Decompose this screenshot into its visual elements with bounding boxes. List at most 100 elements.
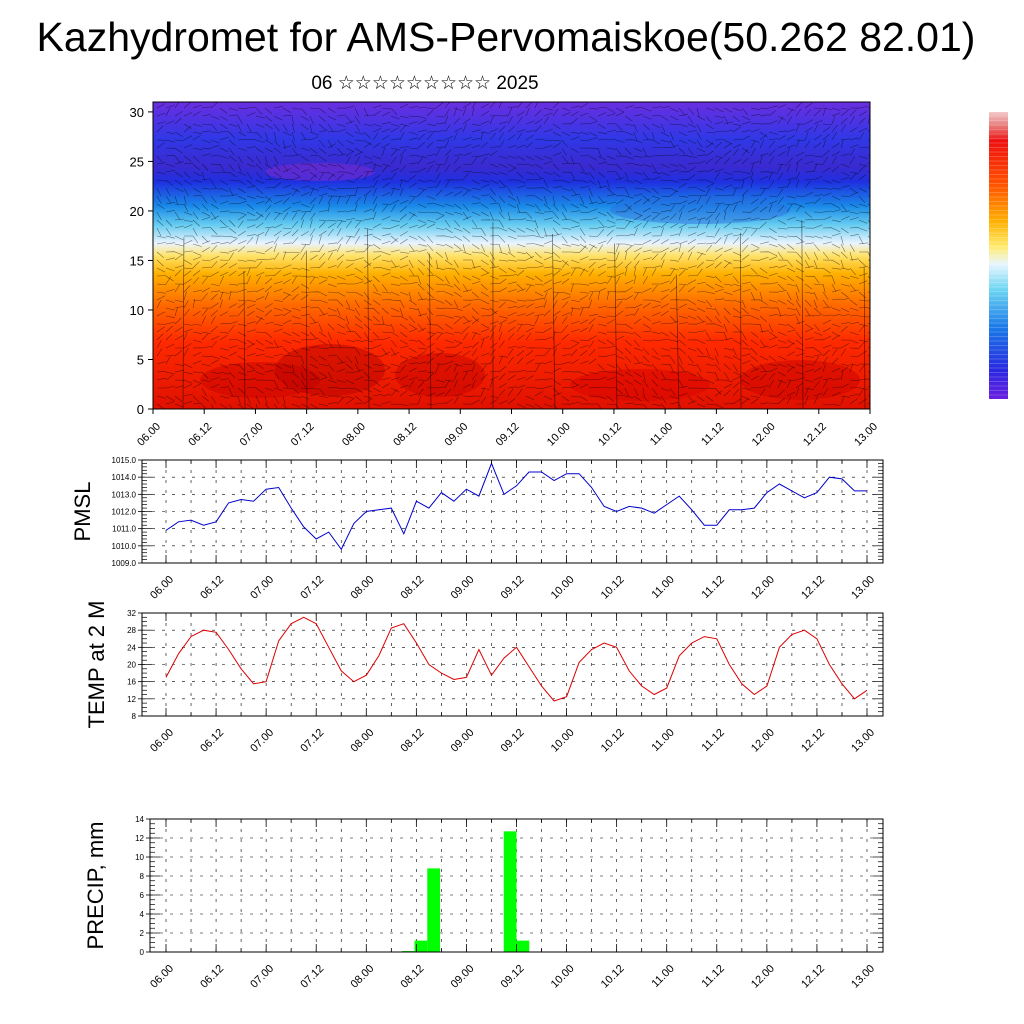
x-tick-label: 07.00 <box>238 421 266 449</box>
heatmap-blob <box>395 353 485 397</box>
x-tick-label: 11.00 <box>649 727 676 754</box>
x-tick-label: 13.00 <box>852 421 880 449</box>
x-tick-label: 06.00 <box>148 727 176 755</box>
wind-barb-row <box>156 195 870 213</box>
y-tick-label: 5 <box>137 352 144 367</box>
wind-barb-row <box>156 203 870 221</box>
x-tick-label: 06.00 <box>135 421 163 449</box>
chart-title: Kazhydromet for AMS-Pervomaiskoe(50.262 … <box>36 14 976 60</box>
y-tick-label: 1013.0 <box>112 490 137 499</box>
y-axis-title: PMSL <box>70 482 95 542</box>
y-tick-label: 0 <box>137 402 144 417</box>
precip-bar <box>503 831 517 952</box>
wind-barb-staff <box>243 270 246 409</box>
wind-barb-staff <box>675 274 680 409</box>
wind-barb-row <box>156 387 870 405</box>
heatmap-blob <box>740 360 860 400</box>
wind-barb-staff <box>552 233 556 409</box>
y-tick-label: 32 <box>127 609 136 618</box>
chart-subtitle: 06 ☆☆☆☆☆☆☆☆☆ 2025 <box>311 73 539 94</box>
y-tick-label: 4 <box>140 910 145 919</box>
x-tick-label: 11.12 <box>700 963 727 990</box>
x-tick-label: 06.12 <box>186 421 214 449</box>
x-tick-label: 07.12 <box>298 727 326 755</box>
x-tick-label: 10.00 <box>549 963 577 991</box>
y-tick-label: 1009.0 <box>112 559 137 568</box>
wind-barb-row <box>156 363 870 381</box>
y-tick-label: 24 <box>127 643 136 652</box>
y-tick-label: 30 <box>130 105 144 120</box>
x-tick-label: 09.12 <box>499 574 527 602</box>
wind-barb-row <box>156 323 870 341</box>
x-tick-label: 09.12 <box>499 727 527 755</box>
wind-barb-staff <box>182 237 185 409</box>
x-tick-label: 12.00 <box>750 421 778 449</box>
x-tick-label: 12.12 <box>799 574 827 602</box>
y-tick-label: 12 <box>127 695 136 704</box>
x-tick-label: 09.00 <box>449 727 477 755</box>
x-tick-label: 07.12 <box>289 421 317 449</box>
x-tick-label: 06.12 <box>198 574 226 602</box>
wind-barb-row <box>156 291 870 309</box>
y-tick-label: 1014.0 <box>112 473 137 482</box>
wind-barb-row <box>156 299 870 317</box>
y-tick-label: 20 <box>127 661 136 670</box>
wind-barb-row <box>156 155 870 173</box>
wind-barb-row <box>157 379 870 397</box>
x-tick-label: 12.12 <box>799 963 827 991</box>
x-tick-label: 08.00 <box>348 963 376 991</box>
heatmap-blob <box>610 196 790 224</box>
x-tick-label: 07.00 <box>248 963 276 991</box>
x-tick-label: 08.12 <box>399 963 427 991</box>
x-tick-label: 06.12 <box>198 727 226 755</box>
wind-barb-row <box>156 179 870 197</box>
x-tick-label: 12.12 <box>801 421 829 449</box>
wind-barb-row <box>156 163 870 181</box>
y-tick-label: 10 <box>135 853 144 862</box>
x-tick-label: 11.00 <box>649 574 676 601</box>
wind-barb-row <box>156 259 870 276</box>
y-tick-label: 6 <box>140 891 145 900</box>
wind-barb-row <box>156 275 870 293</box>
wind-barb-row <box>156 115 870 133</box>
x-tick-label: 09.12 <box>494 421 522 449</box>
x-tick-label: 08.12 <box>399 574 427 602</box>
wind-barb-row <box>156 307 870 325</box>
wind-barb-row <box>156 187 870 205</box>
precip-bar <box>516 940 530 952</box>
x-tick-label: 07.00 <box>248 574 276 602</box>
wind-barb-row <box>156 219 870 237</box>
wind-barb-row <box>156 251 870 269</box>
x-tick-label: 07.12 <box>298 963 326 991</box>
wind-barb-row <box>156 235 870 253</box>
x-tick-label: 07.00 <box>248 727 276 755</box>
wind-barb-row <box>156 211 870 229</box>
x-tick-label: 09.00 <box>449 574 477 602</box>
wind-barb-row <box>156 395 870 409</box>
y-tick-label: 1012.0 <box>112 508 137 517</box>
series-line <box>165 616 868 702</box>
x-tick-label: 10.00 <box>549 727 577 755</box>
wind-barb-staff <box>614 243 618 409</box>
wind-barb-row <box>156 315 870 333</box>
wind-barb-row <box>156 102 870 117</box>
wind-barb-row <box>156 131 870 149</box>
y-tick-label: 1010.0 <box>112 542 137 551</box>
x-tick-label: 08.00 <box>348 574 376 602</box>
x-tick-label: 08.12 <box>399 727 427 755</box>
y-tick-label: 28 <box>127 626 136 635</box>
wind-barb-row <box>156 227 870 245</box>
y-tick-label: 1015.0 <box>112 456 137 465</box>
x-tick-label: 09.00 <box>449 963 477 991</box>
y-tick-label: 0 <box>140 948 145 957</box>
y-axis-title: TEMP at 2 M <box>84 601 109 729</box>
wind-barb-staff <box>801 220 804 409</box>
wind-barb-row <box>156 267 870 285</box>
wind-barb-row <box>156 107 870 125</box>
y-tick-label: 2 <box>140 929 145 938</box>
y-tick-label: 10 <box>130 303 144 318</box>
x-tick-label: 12.00 <box>749 963 777 991</box>
x-tick-label: 12.00 <box>749 727 777 755</box>
x-tick-label: 08.00 <box>348 727 376 755</box>
